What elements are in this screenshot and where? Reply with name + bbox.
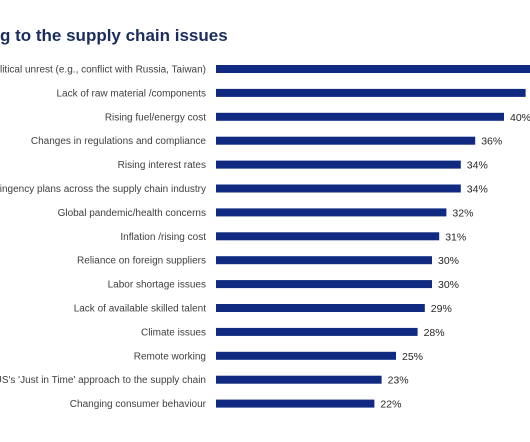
category-label: Labor shortage issues — [108, 280, 206, 291]
bar — [216, 160, 461, 169]
data-label: 30% — [438, 279, 459, 291]
category-label: political unrest (e.g., conflict with Ru… — [0, 65, 206, 76]
bar — [216, 304, 425, 312]
bar — [216, 88, 526, 97]
data-label: 34% — [467, 184, 488, 196]
category-label: Reliance on foreign suppliers — [77, 256, 206, 267]
category-label: Changes in regulations and compliance — [31, 136, 207, 147]
value-labels: 40% 36% 34% 34% 32% 31% 30% 30% 29% 28%25% 23% 22% — [380, 112, 530, 411]
category-label: Rising fuel/energy cost — [105, 112, 206, 123]
bar — [216, 65, 530, 73]
bar — [216, 208, 447, 217]
data-label: 36% — [481, 136, 502, 148]
bar — [216, 375, 382, 384]
data-label: 28% — [424, 327, 445, 339]
bar — [216, 399, 375, 408]
data-label: 22% — [380, 399, 401, 411]
data-label: 40% — [510, 112, 530, 124]
category-label: Lack of available skilled talent — [74, 304, 207, 315]
category-label: Rising interest rates — [118, 160, 206, 171]
data-label: 32% — [452, 207, 473, 219]
data-label: 30% — [438, 255, 459, 267]
data-label: 34% — [467, 160, 488, 172]
data-label: 29% — [431, 303, 452, 315]
category-label: Remote working — [134, 351, 206, 362]
category-label: ntingency plans across the supply chain … — [0, 184, 206, 195]
chart-title: g to the supply chain issues — [0, 26, 228, 45]
category-label: Lack of raw material /components — [56, 88, 206, 99]
bar — [216, 184, 461, 193]
data-label: 23% — [388, 375, 409, 387]
data-label: 25% — [402, 351, 423, 363]
category-label: Changing consumer behaviour — [70, 399, 207, 410]
category-label: Climate issues — [141, 327, 206, 338]
category-label: US's 'Just in Time' approach to the supp… — [0, 375, 206, 386]
category-labels: political unrest (e.g., conflict with Ru… — [0, 65, 207, 411]
bar — [216, 136, 476, 145]
bar — [216, 351, 396, 360]
bars — [216, 65, 530, 408]
bar — [216, 256, 432, 265]
bar — [216, 327, 418, 336]
bar — [216, 280, 432, 289]
data-label: 31% — [445, 231, 466, 243]
category-label: Global pandemic/health concerns — [58, 208, 206, 219]
bar — [216, 112, 504, 121]
category-label: Inflation /rising cost — [120, 232, 206, 243]
bar — [216, 232, 440, 241]
